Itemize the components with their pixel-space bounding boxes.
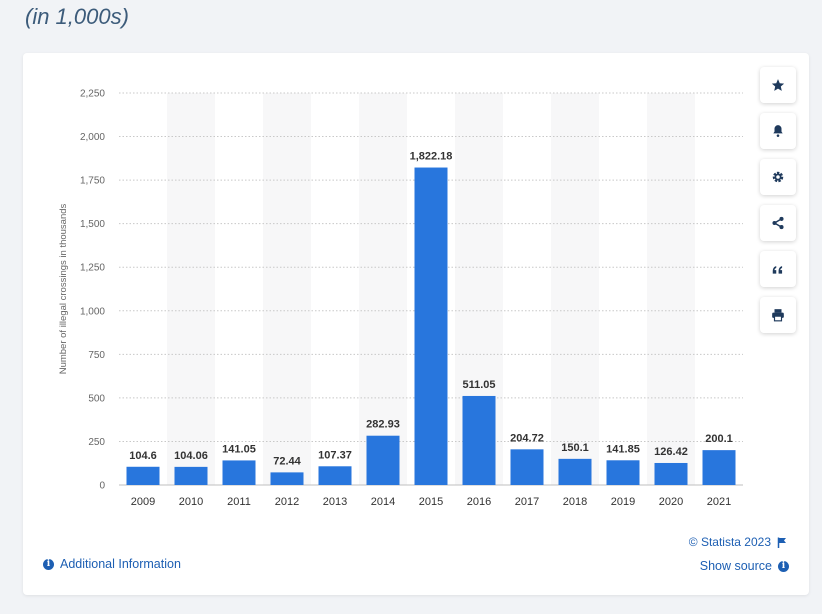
data-label: 1,822.18 <box>410 151 453 163</box>
statista-credit-link[interactable]: © Statista 2023 <box>689 535 787 549</box>
bar <box>366 435 400 485</box>
y-tick-label: 1,250 <box>80 263 105 274</box>
y-tick-label: 1,500 <box>80 219 105 230</box>
y-axis-title: Number of illegal crossings in thousands <box>58 203 69 374</box>
chart-toolbar <box>760 67 798 343</box>
star-icon <box>771 79 785 91</box>
share-button[interactable] <box>760 205 796 241</box>
data-label: 204.72 <box>510 432 544 444</box>
data-label: 150.1 <box>561 442 589 454</box>
bar <box>558 458 592 485</box>
page-heading: (in 1,000s) <box>25 4 129 29</box>
bar <box>270 472 304 485</box>
x-tick-label: 2018 <box>563 496 587 508</box>
credit-text: © Statista 2023 <box>688 535 771 549</box>
data-label: 126.42 <box>654 446 688 458</box>
additional-information-label: Additional Information <box>60 557 181 571</box>
favorite-button[interactable] <box>760 67 796 103</box>
bar <box>318 466 352 485</box>
y-tick-label: 2,250 <box>80 89 105 100</box>
quote-icon <box>772 266 783 274</box>
show-source-label: Show source <box>699 559 772 573</box>
data-label: 141.85 <box>606 443 640 455</box>
column-band <box>359 93 407 485</box>
bar <box>462 395 496 485</box>
x-tick-label: 2020 <box>659 496 683 508</box>
x-tick-label: 2013 <box>323 496 347 508</box>
data-label: 107.37 <box>318 449 352 461</box>
gear-icon <box>772 171 784 183</box>
info-icon: i <box>778 560 789 572</box>
x-tick-label: 2021 <box>707 496 731 508</box>
y-tick-label: 750 <box>88 350 105 361</box>
additional-information-link[interactable]: i Additional Information <box>43 557 181 571</box>
y-tick-label: 0 <box>99 481 105 492</box>
x-tick-label: 2015 <box>419 496 443 508</box>
notification-button[interactable] <box>760 113 796 149</box>
share-icon <box>772 216 784 230</box>
y-tick-label: 2,000 <box>80 132 105 143</box>
column-band <box>551 93 599 485</box>
x-tick-label: 2017 <box>515 496 539 508</box>
data-label: 104.06 <box>174 450 208 462</box>
bar <box>126 466 160 485</box>
data-label: 104.6 <box>129 450 157 462</box>
info-icon: i <box>43 558 54 570</box>
column-band <box>263 93 311 485</box>
cite-button[interactable] <box>760 251 796 287</box>
bar <box>702 450 736 485</box>
data-label: 141.05 <box>222 443 256 455</box>
bar <box>654 462 688 485</box>
x-tick-label: 2009 <box>131 496 155 508</box>
data-label: 282.93 <box>366 419 400 431</box>
bar <box>606 460 640 485</box>
x-tick-label: 2019 <box>611 496 635 508</box>
chart-card: 0 250 500 750 1,000 1,250 1,500 1,750 2,000 2,250… <box>23 53 809 595</box>
data-label: 72.44 <box>273 455 301 467</box>
flag-icon <box>777 537 786 548</box>
printer-icon <box>772 309 784 322</box>
x-tick-label: 2014 <box>371 496 395 508</box>
y-tick-label: 1,000 <box>80 306 105 317</box>
bar-chart: 0 250 500 750 1,000 1,250 1,500 1,750 2,000 2,250… <box>58 89 743 508</box>
column-band <box>167 93 215 485</box>
column-band <box>647 93 695 485</box>
x-tick-label: 2012 <box>275 496 299 508</box>
bar <box>414 167 448 485</box>
bell-icon <box>773 125 783 137</box>
data-label: 200.1 <box>705 433 733 445</box>
x-tick-label: 2011 <box>227 496 251 508</box>
bar <box>510 449 544 485</box>
data-label: 511.05 <box>462 379 495 391</box>
y-tick-label: 1,750 <box>80 176 105 187</box>
x-tick-label: 2010 <box>179 496 203 508</box>
show-source-link[interactable]: Show source i <box>700 559 789 573</box>
print-button[interactable] <box>760 297 796 333</box>
y-tick-label: 250 <box>88 437 105 448</box>
y-tick-label: 500 <box>88 393 105 404</box>
settings-button[interactable] <box>760 159 796 195</box>
bar <box>222 460 256 485</box>
bar <box>174 466 208 485</box>
x-tick-label: 2016 <box>467 496 491 508</box>
